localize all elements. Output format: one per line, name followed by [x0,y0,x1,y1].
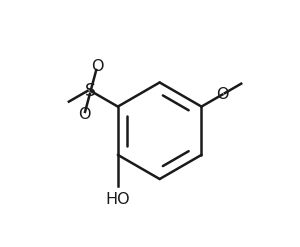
Text: O: O [216,87,229,102]
Text: O: O [91,59,103,74]
Text: HO: HO [106,192,130,207]
Text: S: S [85,82,96,100]
Text: O: O [78,107,91,123]
